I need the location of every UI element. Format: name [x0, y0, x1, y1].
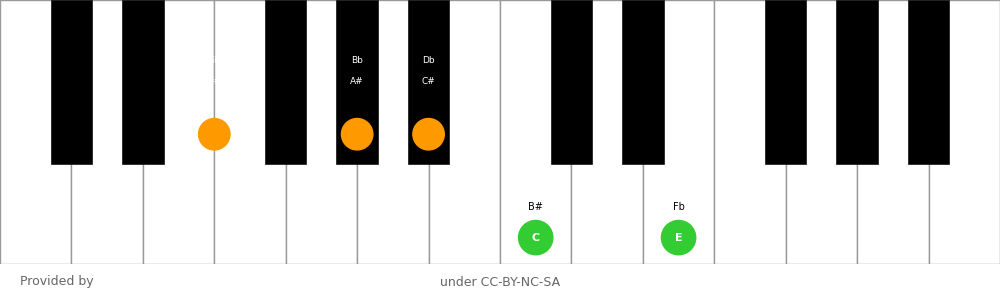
Bar — [714, 0, 786, 264]
Text: B#: B# — [528, 202, 543, 212]
Circle shape — [519, 220, 553, 255]
Circle shape — [413, 118, 444, 150]
Circle shape — [661, 220, 696, 255]
Bar — [765, 0, 806, 164]
Text: Bb: Bb — [351, 56, 363, 65]
Bar — [786, 0, 857, 264]
Text: C: C — [532, 232, 540, 243]
Bar — [551, 0, 592, 164]
Bar — [357, 0, 429, 264]
Text: Fb: Fb — [673, 202, 685, 212]
Bar — [0, 0, 71, 264]
Bar — [429, 0, 500, 264]
Bar — [836, 0, 878, 164]
Bar — [71, 0, 143, 264]
Bar — [622, 0, 664, 164]
Circle shape — [199, 118, 230, 150]
Bar — [500, 0, 571, 264]
Text: E: E — [675, 232, 682, 243]
Bar — [908, 0, 949, 164]
Bar — [643, 0, 714, 264]
Bar — [51, 0, 92, 164]
Circle shape — [341, 118, 373, 150]
Bar — [265, 0, 306, 164]
Text: under CC-BY-NC-SA: under CC-BY-NC-SA — [440, 275, 560, 289]
Bar — [929, 0, 1000, 264]
Bar — [286, 0, 357, 264]
Bar — [122, 0, 164, 164]
Text: F#: F# — [208, 76, 221, 85]
Text: Gb: Gb — [208, 56, 221, 65]
Text: Provided by: Provided by — [20, 275, 94, 289]
Text: C#: C# — [422, 76, 435, 85]
Bar — [857, 0, 929, 264]
Bar — [214, 0, 286, 264]
Bar — [336, 0, 378, 164]
Bar — [143, 0, 214, 264]
Bar — [571, 0, 643, 264]
Bar — [408, 0, 449, 164]
Text: A#: A# — [350, 76, 364, 85]
Text: Db: Db — [422, 56, 435, 65]
